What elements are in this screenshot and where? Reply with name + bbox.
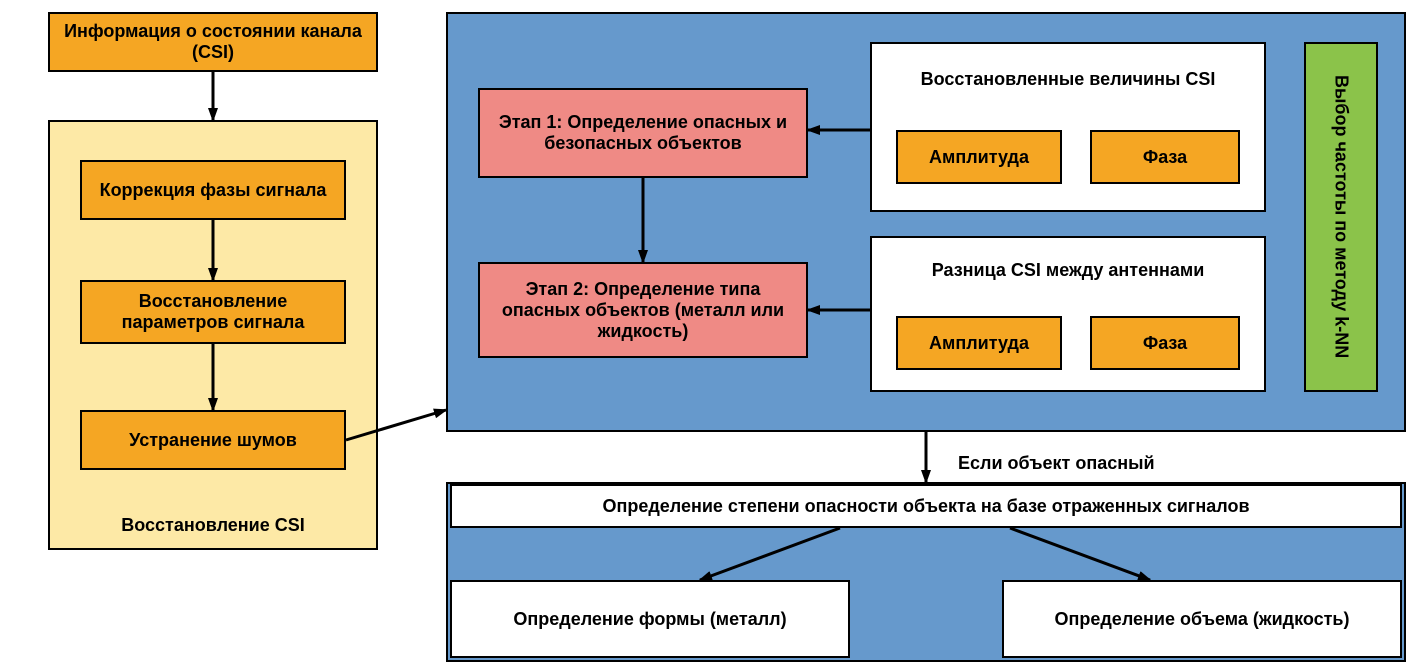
node-panelA_title-label: Восстановленные величины CSI xyxy=(921,69,1216,90)
node-phase1: Фаза xyxy=(1090,130,1240,184)
node-yellow_title: Восстановление CSI xyxy=(48,510,378,540)
node-panelB_title-label: Разница CSI между антеннами xyxy=(932,260,1205,281)
node-volume: Определение объема (жидкость) xyxy=(1002,580,1402,658)
node-phase_corr-label: Коррекция фазы сигнала xyxy=(100,180,327,201)
node-stage2: Этап 2: Определение типа опасных объекто… xyxy=(478,262,808,358)
node-param_rest: Восстановление параметров сигнала xyxy=(80,280,346,344)
node-phase1-label: Фаза xyxy=(1143,147,1187,168)
node-noise_rem-label: Устранение шумов xyxy=(129,430,297,451)
node-amp2: Амплитуда xyxy=(896,316,1062,370)
node-param_rest-label: Восстановление параметров сигнала xyxy=(94,291,332,333)
node-if_danger-label: Если объект опасный xyxy=(958,453,1155,474)
node-csi_info-label: Информация о состоянии канала (CSI) xyxy=(62,21,364,63)
node-noise_rem: Устранение шумов xyxy=(80,410,346,470)
node-panelB_title: Разница CSI между антеннами xyxy=(870,242,1266,298)
node-degree: Определение степени опасности объекта на… xyxy=(450,484,1402,528)
node-amp2-label: Амплитуда xyxy=(929,333,1029,354)
node-csi_info: Информация о состоянии канала (CSI) xyxy=(48,12,378,72)
node-phase_corr: Коррекция фазы сигнала xyxy=(80,160,346,220)
node-volume-label: Определение объема (жидкость) xyxy=(1055,609,1350,630)
node-stage1: Этап 1: Определение опасных и безопасных… xyxy=(478,88,808,178)
node-yellow_title-label: Восстановление CSI xyxy=(121,515,304,536)
node-phase2: Фаза xyxy=(1090,316,1240,370)
node-stage2-label: Этап 2: Определение типа опасных объекто… xyxy=(492,279,794,342)
node-stage1-label: Этап 1: Определение опасных и безопасных… xyxy=(492,112,794,154)
node-shape: Определение формы (металл) xyxy=(450,580,850,658)
node-phase2-label: Фаза xyxy=(1143,333,1187,354)
node-knn: Выбор частоты по методу k-NN xyxy=(1304,42,1378,392)
node-degree-label: Определение степени опасности объекта на… xyxy=(602,496,1249,517)
node-knn-label: Выбор частоты по методу k-NN xyxy=(1331,75,1352,358)
node-panelA_title: Восстановленные величины CSI xyxy=(870,50,1266,108)
node-amp1-label: Амплитуда xyxy=(929,147,1029,168)
node-amp1: Амплитуда xyxy=(896,130,1062,184)
node-shape-label: Определение формы (металл) xyxy=(513,609,786,630)
node-if_danger: Если объект опасный xyxy=(946,448,1226,478)
